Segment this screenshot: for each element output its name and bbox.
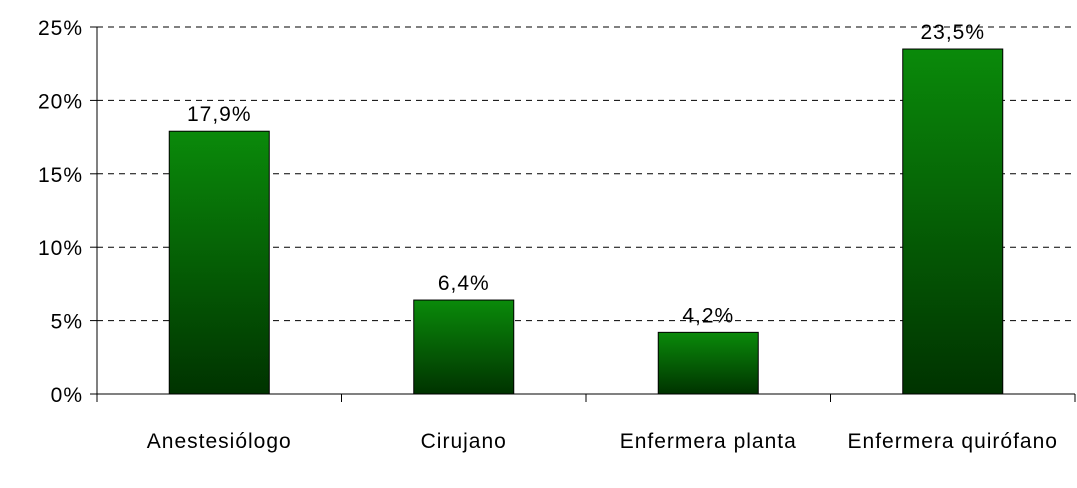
x-tick-label: Cirujano: [421, 430, 507, 453]
bar: [413, 299, 515, 395]
y-tick-label: 15%: [38, 164, 83, 187]
bar: [902, 48, 1004, 395]
value-label: 17,9%: [187, 103, 252, 126]
value-label: 6,4%: [438, 272, 490, 295]
y-tick-label: 10%: [38, 237, 83, 260]
x-tick-label: Enfermera quirófano: [848, 430, 1058, 453]
value-label: 4,2%: [682, 304, 734, 327]
y-tick-label: 25%: [38, 17, 83, 40]
bar: [657, 331, 759, 395]
x-tick-label: Enfermera planta: [620, 430, 797, 453]
y-tick-label: 0%: [51, 384, 83, 407]
y-tick-label: 20%: [38, 90, 83, 113]
value-label: 23,5%: [920, 21, 985, 44]
x-tick-label: Anestesiólogo: [147, 430, 292, 453]
y-tick-label: 5%: [51, 311, 83, 334]
bar: [168, 130, 270, 395]
